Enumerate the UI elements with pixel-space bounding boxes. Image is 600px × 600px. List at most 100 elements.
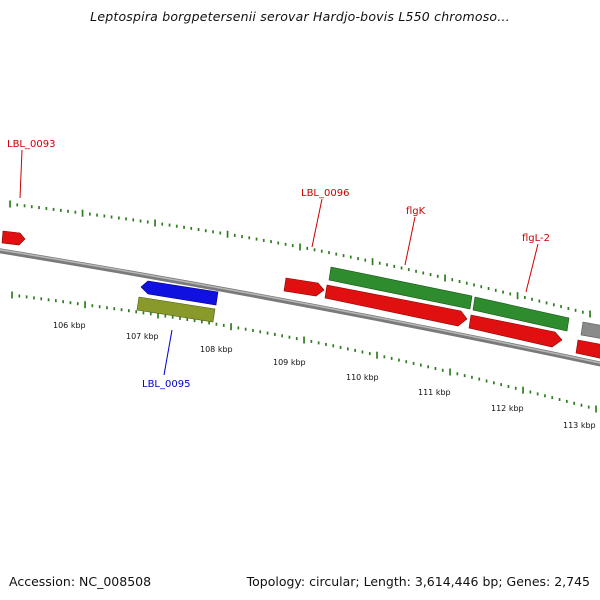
- major-tick: [9, 200, 11, 208]
- gene-label-lbl-0096[interactable]: LBL_0096: [301, 188, 349, 199]
- minor-tick: [118, 216, 120, 220]
- minor-tick: [146, 220, 149, 224]
- minor-tick: [412, 361, 415, 365]
- minor-tick: [458, 280, 461, 283]
- minor-tick: [40, 297, 43, 301]
- minor-tick: [566, 399, 568, 403]
- minor-tick: [487, 287, 490, 290]
- minor-tick: [91, 304, 94, 308]
- minor-tick: [142, 311, 145, 315]
- minor-tick: [310, 339, 313, 343]
- gene-label-lbl-0095[interactable]: LBL_0095: [142, 379, 190, 390]
- feature-track: [1, 230, 600, 359]
- cds-flgl-2[interactable]: [468, 314, 563, 348]
- minor-tick: [248, 236, 251, 240]
- minor-tick: [364, 258, 367, 262]
- minor-tick: [485, 379, 488, 383]
- misc-lbl-0095[interactable]: [136, 296, 216, 323]
- minor-tick: [502, 290, 504, 294]
- scale-label: 110 kbp: [346, 373, 379, 382]
- label-leaders: [19, 149, 539, 376]
- minor-tick: [270, 240, 272, 244]
- minor-tick: [306, 246, 309, 250]
- minor-tick: [139, 219, 142, 223]
- minor-tick: [103, 214, 106, 218]
- minor-tick: [295, 337, 298, 341]
- minor-tick: [30, 205, 33, 209]
- gene-label-flgk[interactable]: flgK: [406, 206, 426, 217]
- minor-tick: [441, 368, 444, 372]
- cds-flgk[interactable]: [324, 284, 468, 327]
- major-tick: [449, 368, 451, 376]
- minor-tick: [325, 342, 327, 346]
- major-tick: [154, 219, 156, 227]
- minor-tick: [317, 341, 320, 345]
- minor-tick: [478, 377, 481, 381]
- minor-tick: [60, 208, 62, 212]
- minor-tick: [558, 398, 561, 401]
- minor-tick: [55, 299, 57, 303]
- scale-label: 109 kbp: [273, 358, 306, 367]
- minor-tick: [284, 242, 287, 246]
- gene-flgl-2[interactable]: [472, 296, 570, 332]
- minor-tick: [313, 248, 316, 252]
- minor-tick: [407, 268, 410, 272]
- minor-tick: [190, 226, 193, 230]
- major-tick: [444, 274, 446, 282]
- minor-tick: [274, 332, 276, 336]
- minor-tick: [339, 345, 342, 349]
- minor-tick: [553, 303, 555, 307]
- minor-tick: [197, 228, 200, 231]
- major-tick: [81, 209, 84, 217]
- minor-tick: [212, 230, 214, 234]
- minor-tick: [281, 334, 283, 338]
- minor-tick: [179, 316, 181, 320]
- minor-tick: [25, 295, 28, 299]
- minor-tick: [252, 329, 254, 332]
- gene-next[interactable]: [580, 321, 600, 339]
- minor-tick: [538, 299, 541, 303]
- minor-tick: [259, 330, 262, 334]
- minor-tick: [219, 231, 222, 235]
- minor-tick: [335, 252, 338, 256]
- minor-tick: [545, 301, 548, 305]
- scale-label: 111 kbp: [418, 388, 451, 397]
- major-tick: [376, 351, 378, 359]
- leader-lbl-0095: [163, 329, 173, 376]
- minor-tick: [398, 358, 400, 362]
- gene-flgk[interactable]: [328, 266, 473, 310]
- minor-tick: [378, 261, 381, 265]
- minor-tick: [16, 203, 19, 207]
- minor-tick: [208, 321, 210, 325]
- major-tick: [589, 310, 591, 318]
- genome-backbone-highlight: [0, 249, 600, 364]
- minor-tick: [23, 204, 26, 208]
- minor-tick: [436, 274, 439, 278]
- minor-tick: [76, 302, 79, 306]
- minor-tick: [120, 308, 123, 312]
- cds-lbl-0095[interactable]: [140, 280, 219, 306]
- minor-tick: [204, 229, 207, 233]
- minor-tick: [493, 381, 495, 385]
- minor-tick: [47, 298, 50, 302]
- major-tick: [522, 386, 524, 394]
- gene-label-lbl-0093[interactable]: LBL_0093: [7, 139, 55, 150]
- cds-lbl-0096[interactable]: [283, 277, 325, 297]
- major-tick: [11, 291, 13, 299]
- gene-label-flgl-2[interactable]: flgL-2: [522, 233, 550, 244]
- scale-labels: 106 kbp 107 kbp 108 kbp 109 kbp 110 kbp …: [53, 321, 596, 430]
- minor-tick: [368, 352, 371, 356]
- minor-tick: [106, 306, 108, 310]
- cds-next[interactable]: [575, 339, 600, 359]
- minor-tick: [383, 355, 386, 359]
- minor-tick: [33, 296, 35, 300]
- cds-lbl-0093[interactable]: [1, 230, 26, 246]
- minor-tick: [471, 375, 473, 379]
- minor-tick: [473, 283, 475, 287]
- minor-tick: [544, 394, 546, 398]
- minor-tick: [524, 296, 526, 299]
- major-tick: [595, 405, 597, 413]
- minor-tick: [332, 344, 335, 348]
- leader-lbl-0096: [311, 198, 323, 248]
- minor-tick: [96, 213, 98, 217]
